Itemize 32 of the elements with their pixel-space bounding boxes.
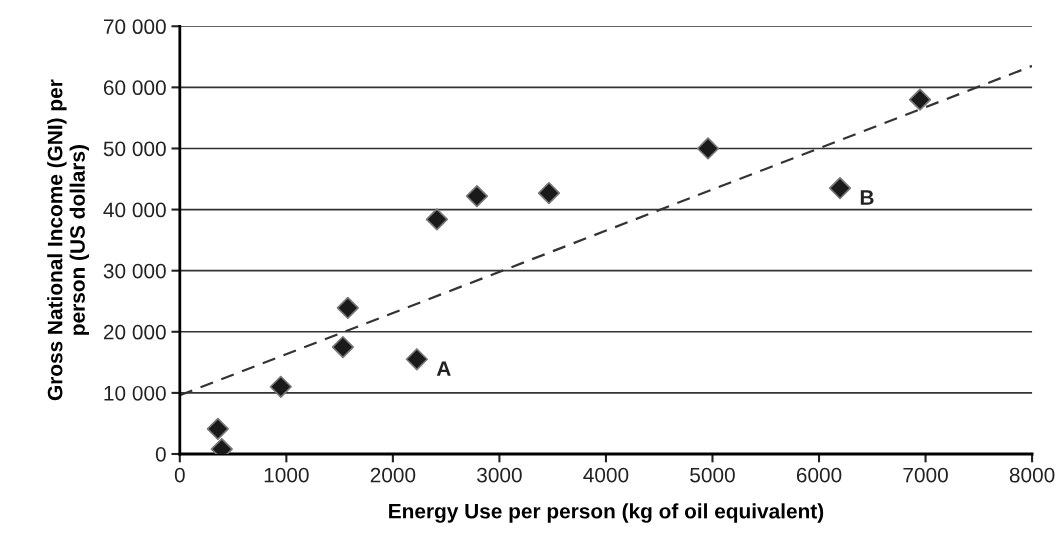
x-tick-label: 8000 — [1009, 467, 1055, 483]
y-tick-label: 50 000 — [103, 141, 166, 157]
point — [828, 177, 852, 200]
annotation: A — [436, 361, 451, 376]
x-tick-label: 4000 — [583, 467, 629, 483]
x-tick-label: 6000 — [796, 467, 842, 483]
x-tick-label: 3000 — [477, 467, 522, 483]
point — [908, 88, 932, 111]
point — [405, 348, 428, 371]
x-tick-label: 0 — [174, 467, 185, 483]
y-tick-label: 20 000 — [103, 324, 166, 340]
point — [331, 335, 355, 359]
point — [269, 375, 292, 398]
x-axis-title: Energy Use per person (kg of oil equivalent) — [389, 503, 824, 523]
point — [465, 184, 489, 208]
point — [537, 181, 561, 205]
annotation: B — [860, 190, 874, 205]
x-tick-label: 5000 — [690, 467, 735, 483]
y-tick-label: 0 — [155, 446, 166, 462]
y-tick-label: 60 000 — [103, 80, 166, 96]
y-tick-label: 30 000 — [103, 263, 166, 279]
x-tick-label: 2000 — [370, 467, 416, 483]
y-tick-label: 40 000 — [103, 202, 166, 218]
y-axis-title: Gross National Income (GNI) per person (US dollars) — [47, 79, 90, 401]
x-tick-label: 1000 — [264, 467, 309, 483]
point — [696, 137, 720, 160]
y-tick-label: 70 000 — [103, 19, 166, 35]
point — [336, 296, 359, 320]
x-tick-label: 7000 — [903, 467, 948, 483]
point — [425, 208, 449, 231]
y-tick-label: 10 000 — [104, 385, 166, 401]
point — [206, 417, 229, 441]
